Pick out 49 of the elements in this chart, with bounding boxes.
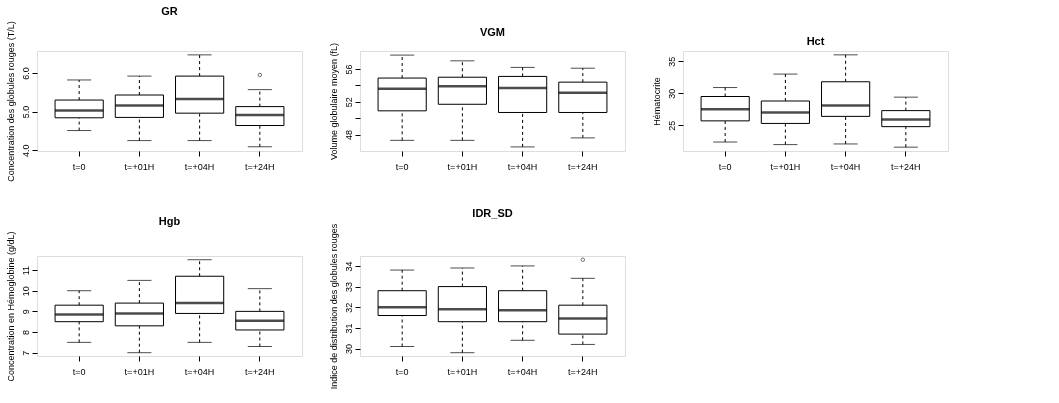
x-tick-label: t=0 xyxy=(395,161,409,172)
y-tick-label: 7 xyxy=(20,350,31,356)
x-tick-label: t=+24H xyxy=(568,161,598,172)
x-tick-label: t=+01H xyxy=(770,161,801,172)
y-tick-label: 52 xyxy=(343,97,354,108)
y-axis-title: Indice de distribution des globules rouges xyxy=(328,223,339,390)
y-tick-label: 32 xyxy=(343,302,354,313)
chart-title: VGM xyxy=(479,26,506,39)
y-axis-title: Concentration des globules rouges (T/L) xyxy=(5,21,16,182)
y-tick-label: 8 xyxy=(20,330,31,336)
chart-title: Hct xyxy=(806,35,825,47)
x-tick-label: t=+04H xyxy=(184,366,215,377)
x-tick-label: t=+01H xyxy=(124,161,155,172)
x-tick-label: t=+24H xyxy=(245,161,275,172)
x-tick-label: t=0 xyxy=(72,366,86,377)
chart-title: IDR_SD xyxy=(472,207,513,220)
y-tick-label: 10 xyxy=(20,286,31,297)
y-tick-label: 4.0 xyxy=(20,144,31,157)
x-tick-label: t=+24H xyxy=(891,161,921,172)
y-tick-label: 11 xyxy=(20,265,31,276)
y-axis-title: Hématocrite xyxy=(651,77,662,126)
x-tick-label: t=+24H xyxy=(245,366,275,377)
x-tick-label: t=+04H xyxy=(830,161,861,172)
y-tick-label: 30 xyxy=(343,344,354,355)
y-tick-label: 33 xyxy=(343,282,354,293)
y-tick-label: 48 xyxy=(343,130,354,141)
chart-title: Hgb xyxy=(158,214,181,227)
y-tick-label: 31 xyxy=(343,323,354,334)
x-tick-label: t=0 xyxy=(718,161,732,172)
x-tick-label: t=+01H xyxy=(447,161,478,172)
y-tick-label: 5.0 xyxy=(20,105,31,119)
x-tick-label: t=+04H xyxy=(184,161,215,172)
y-tick-label: 6.0 xyxy=(20,67,31,80)
y-tick-label: 30 xyxy=(666,88,677,99)
y-tick-label: 9 xyxy=(20,309,31,315)
x-tick-label: t=0 xyxy=(395,366,409,377)
y-tick-label: 34 xyxy=(343,261,354,272)
y-axis-title: Concentration en Hémoglobine (g/dL) xyxy=(5,231,16,382)
x-tick-label: t=+04H xyxy=(507,366,538,377)
x-tick-label: t=+01H xyxy=(447,366,478,377)
x-tick-label: t=+24H xyxy=(568,366,598,377)
x-tick-label: t=+04H xyxy=(507,161,538,172)
y-axis-title: Volume globulaire moyen (fL) xyxy=(328,42,339,161)
y-tick-label: 56 xyxy=(343,64,354,75)
chart-title: GR xyxy=(161,4,178,17)
x-tick-label: t=0 xyxy=(72,161,86,172)
y-tick-label: 35 xyxy=(666,56,677,67)
y-tick-label: 25 xyxy=(666,120,677,131)
x-tick-label: t=+01H xyxy=(124,366,155,377)
